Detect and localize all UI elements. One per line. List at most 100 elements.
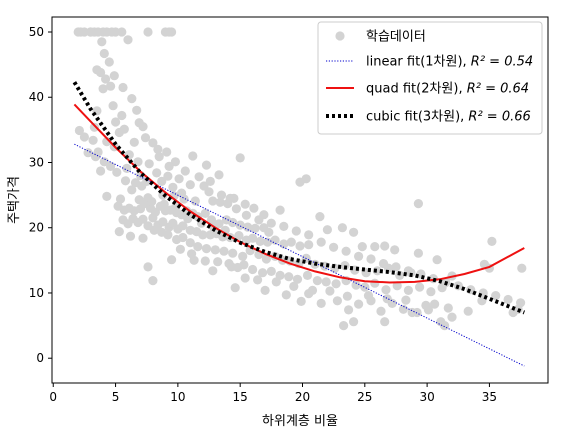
data-point: [279, 221, 289, 231]
data-point: [250, 223, 260, 233]
data-point: [260, 285, 270, 295]
data-point: [376, 306, 386, 316]
data-point: [230, 283, 240, 293]
data-point: [201, 244, 212, 254]
data-point: [491, 291, 501, 301]
data-point: [206, 215, 217, 225]
data-point: [219, 246, 229, 256]
data-point: [337, 223, 347, 233]
data-point: [185, 238, 195, 248]
y-tick-label: 20: [29, 221, 44, 235]
data-point: [79, 27, 89, 37]
data-point: [253, 275, 263, 285]
data-point: [106, 81, 116, 91]
legend-label: linear fit(1차원), R² = 0.54: [366, 55, 533, 70]
data-point: [133, 157, 143, 167]
data-point: [363, 291, 374, 301]
data-point: [185, 180, 195, 190]
x-tick-label: 15: [233, 390, 248, 404]
data-point: [286, 237, 296, 247]
data-point: [157, 176, 167, 186]
data-point: [463, 306, 473, 316]
data-point: [239, 260, 249, 270]
data-point: [426, 287, 436, 297]
data-point: [177, 188, 187, 198]
data-point: [380, 317, 390, 327]
data-point: [302, 270, 313, 280]
data-point: [143, 27, 153, 37]
x-tick-label: 30: [419, 390, 434, 404]
data-point: [108, 101, 118, 111]
data-point: [188, 151, 198, 161]
data-point: [111, 117, 121, 127]
data-point: [421, 300, 431, 310]
data-point: [331, 279, 341, 289]
data-point: [413, 248, 423, 258]
data-point: [296, 296, 306, 306]
data-point: [187, 249, 197, 259]
data-point: [106, 161, 116, 171]
data-point: [229, 193, 239, 203]
data-point: [370, 278, 380, 288]
data-point: [143, 262, 153, 272]
data-point: [215, 197, 225, 207]
data-point: [226, 262, 237, 272]
legend-box: [317, 21, 543, 135]
data-point: [398, 304, 408, 314]
data-point: [254, 215, 264, 225]
data-point: [194, 172, 204, 182]
legend-label: quad fit(2차원), R² = 0.64: [366, 82, 529, 97]
data-point: [228, 248, 238, 258]
data-point: [114, 227, 124, 237]
data-point: [366, 254, 376, 264]
data-point: [118, 82, 128, 93]
legend: 학습데이터 linear fit(1차원), R² = 0.54 quad fit(…: [317, 21, 543, 135]
data-point: [204, 187, 214, 197]
data-point: [148, 213, 158, 223]
data-point: [190, 196, 200, 206]
data-point: [243, 222, 253, 232]
data-point: [99, 157, 109, 167]
data-point: [344, 305, 354, 315]
data-point: [132, 105, 142, 115]
data-point: [266, 218, 276, 228]
data-point: [101, 74, 111, 84]
data-point: [130, 178, 141, 188]
data-point: [248, 233, 258, 243]
data-point: [301, 174, 311, 184]
data-point: [392, 281, 402, 291]
data-point: [266, 266, 276, 276]
data-point: [381, 285, 391, 295]
data-point: [127, 94, 137, 104]
data-point: [98, 84, 108, 94]
data-point: [134, 195, 144, 205]
data-point: [271, 277, 281, 287]
data-point: [163, 171, 173, 181]
data-point: [125, 231, 136, 241]
data-point: [415, 282, 425, 292]
plot-frame: [51, 16, 549, 384]
data-point: [258, 268, 268, 278]
data-point: [315, 212, 325, 222]
data-point: [213, 257, 223, 267]
data-point: [89, 122, 99, 132]
data-point: [164, 161, 174, 171]
data-point: [325, 286, 335, 296]
y-tick-label: 30: [29, 155, 44, 169]
data-point: [162, 147, 172, 157]
data-point: [443, 303, 453, 313]
data-point: [349, 227, 359, 237]
data-point: [235, 153, 245, 163]
data-point: [205, 176, 215, 186]
data-point: [316, 237, 326, 247]
data-point: [201, 160, 212, 170]
data-point: [357, 242, 367, 252]
data-point: [430, 299, 440, 309]
data-point: [99, 48, 109, 59]
data-point: [148, 276, 158, 286]
data-point: [316, 298, 326, 308]
data-point: [321, 277, 331, 287]
data-point: [275, 205, 285, 215]
data-point: [214, 170, 224, 180]
data-point: [96, 166, 106, 176]
